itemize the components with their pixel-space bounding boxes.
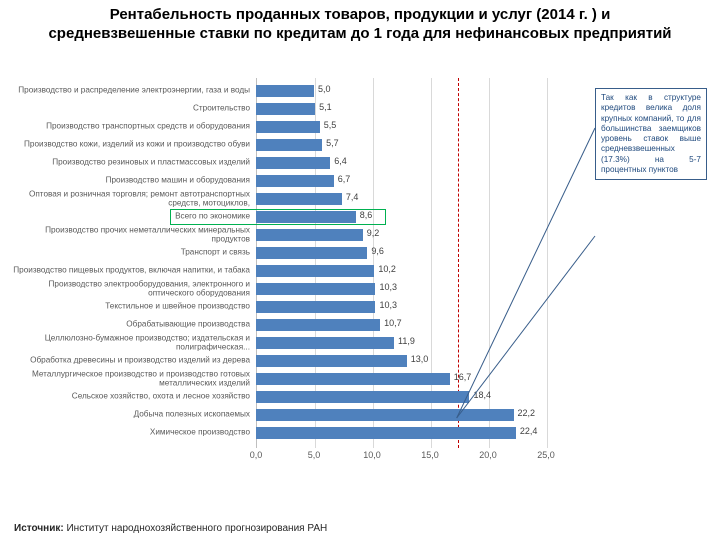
bar-row: Сельское хозяйство, охота и лесное хозяй… bbox=[10, 388, 570, 406]
category-label: Химическое производство bbox=[10, 429, 252, 438]
bar-value-label: 16,7 bbox=[450, 372, 472, 382]
category-label: Оптовая и розничная торговля; ремонт авт… bbox=[10, 190, 252, 207]
bar-value-label: 5,5 bbox=[320, 120, 337, 130]
bar-value-label: 9,6 bbox=[367, 246, 384, 256]
source-line: Источник: Институт народнохозяйственного… bbox=[14, 523, 327, 534]
x-axis-tick: 5,0 bbox=[308, 450, 321, 460]
bar-value-label: 22,4 bbox=[516, 426, 538, 436]
category-label: Добыча полезных ископаемых bbox=[10, 411, 252, 420]
bar bbox=[256, 139, 322, 151]
bar bbox=[256, 247, 367, 259]
bar-row: Обрабатывающие производства 10,7 bbox=[10, 316, 570, 334]
bar-row: Производство электрооборудования, электр… bbox=[10, 280, 570, 298]
bar-row: Целлюлозно-бумажное производство; издате… bbox=[10, 334, 570, 352]
bar-value-label: 6,4 bbox=[330, 156, 347, 166]
bar-row: Оптовая и розничная торговля; ремонт авт… bbox=[10, 190, 570, 208]
bar-value-label: 13,0 bbox=[407, 354, 429, 364]
bar-value-label: 9,2 bbox=[363, 228, 380, 238]
bar-row: Строительство 5,1 bbox=[10, 100, 570, 118]
bar bbox=[256, 85, 314, 97]
bar-value-label: 10,3 bbox=[375, 300, 397, 310]
category-label: Обработка древесины и производство издел… bbox=[10, 357, 252, 366]
x-axis-tick: 10,0 bbox=[363, 450, 381, 460]
bar bbox=[256, 175, 334, 187]
bar-value-label: 22,2 bbox=[514, 408, 536, 418]
chart-container: Производство и распределение электроэнер… bbox=[10, 78, 570, 498]
bar-value-label: 6,7 bbox=[334, 174, 351, 184]
bar-row: Производство транспортных средств и обор… bbox=[10, 118, 570, 136]
category-label: Производство прочих неметаллических мине… bbox=[10, 226, 252, 243]
bar bbox=[256, 211, 356, 223]
category-label: Металлургическое производство и производ… bbox=[10, 370, 252, 387]
bar bbox=[256, 193, 342, 205]
bar bbox=[256, 121, 320, 133]
bar-value-label: 5,7 bbox=[322, 138, 339, 148]
bar bbox=[256, 229, 363, 241]
bar-value-label: 18,4 bbox=[469, 390, 491, 400]
bar-value-label: 7,4 bbox=[342, 192, 359, 202]
x-axis: 0,05,010,015,020,025,0 bbox=[256, 448, 546, 464]
bar-row: Химическое производство 22,4 bbox=[10, 424, 570, 442]
bar-row: Производство машин и оборудования 6,7 bbox=[10, 172, 570, 190]
bar-value-label: 5,1 bbox=[315, 102, 332, 112]
bar-value-label: 11,9 bbox=[394, 336, 415, 346]
bar-row: Производство и распределение электроэнер… bbox=[10, 82, 570, 100]
bar-row: Производство пищевых продуктов, включая … bbox=[10, 262, 570, 280]
bar bbox=[256, 319, 380, 331]
category-label: Производство пищевых продуктов, включая … bbox=[10, 267, 252, 276]
chart-title: Рентабельность проданных товаров, продук… bbox=[0, 0, 720, 48]
bar-row: Текстильное и швейное производство 10,3 bbox=[10, 298, 570, 316]
bar bbox=[256, 373, 450, 385]
category-label: Всего по экономике bbox=[10, 213, 252, 222]
bar bbox=[256, 265, 374, 277]
x-axis-tick: 25,0 bbox=[537, 450, 555, 460]
bar bbox=[256, 337, 394, 349]
category-label: Производство резиновых и пластмассовых и… bbox=[10, 159, 252, 168]
bar bbox=[256, 103, 315, 115]
category-label: Транспорт и связь bbox=[10, 249, 252, 258]
bar-row: Обработка древесины и производство издел… bbox=[10, 352, 570, 370]
bar bbox=[256, 301, 375, 313]
category-label: Текстильное и швейное производство bbox=[10, 303, 252, 312]
bar-value-label: 10,2 bbox=[374, 264, 396, 274]
bar-value-label: 8,6 bbox=[356, 210, 373, 220]
x-axis-tick: 20,0 bbox=[479, 450, 497, 460]
category-label: Строительство bbox=[10, 105, 252, 114]
category-label: Производство электрооборудования, электр… bbox=[10, 280, 252, 297]
source-text: Институт народнохозяйственного прогнозир… bbox=[66, 523, 327, 534]
category-label: Обрабатывающие производства bbox=[10, 321, 252, 330]
bar-row: Транспорт и связь 9,6 bbox=[10, 244, 570, 262]
category-label: Целлюлозно-бумажное производство; издате… bbox=[10, 334, 252, 351]
category-label: Производство машин и оборудования bbox=[10, 177, 252, 186]
category-label: Сельское хозяйство, охота и лесное хозяй… bbox=[10, 393, 252, 402]
bar bbox=[256, 355, 407, 367]
category-label: Производство кожи, изделий из кожи и про… bbox=[10, 141, 252, 150]
bar-row: Всего по экономике 8,6 bbox=[10, 208, 570, 226]
bar bbox=[256, 157, 330, 169]
x-axis-tick: 0,0 bbox=[250, 450, 263, 460]
bar bbox=[256, 283, 375, 295]
bar-value-label: 10,7 bbox=[380, 318, 402, 328]
bar-row: Производство резиновых и пластмассовых и… bbox=[10, 154, 570, 172]
bar-value-label: 5,0 bbox=[314, 84, 331, 94]
bar-row: Производство прочих неметаллических мине… bbox=[10, 226, 570, 244]
bar-row: Металлургическое производство и производ… bbox=[10, 370, 570, 388]
category-label: Производство транспортных средств и обор… bbox=[10, 123, 252, 132]
source-label: Источник: bbox=[14, 523, 64, 534]
bar-row: Добыча полезных ископаемых 22,2 bbox=[10, 406, 570, 424]
category-label: Производство и распределение электроэнер… bbox=[10, 87, 252, 96]
bar bbox=[256, 427, 516, 439]
bar bbox=[256, 391, 469, 403]
annotation-callout: Так как в структуре кредитов велика доля… bbox=[595, 88, 707, 180]
bar-row: Производство кожи, изделий из кожи и про… bbox=[10, 136, 570, 154]
bar bbox=[256, 409, 514, 421]
x-axis-tick: 15,0 bbox=[421, 450, 439, 460]
bar-value-label: 10,3 bbox=[375, 282, 397, 292]
